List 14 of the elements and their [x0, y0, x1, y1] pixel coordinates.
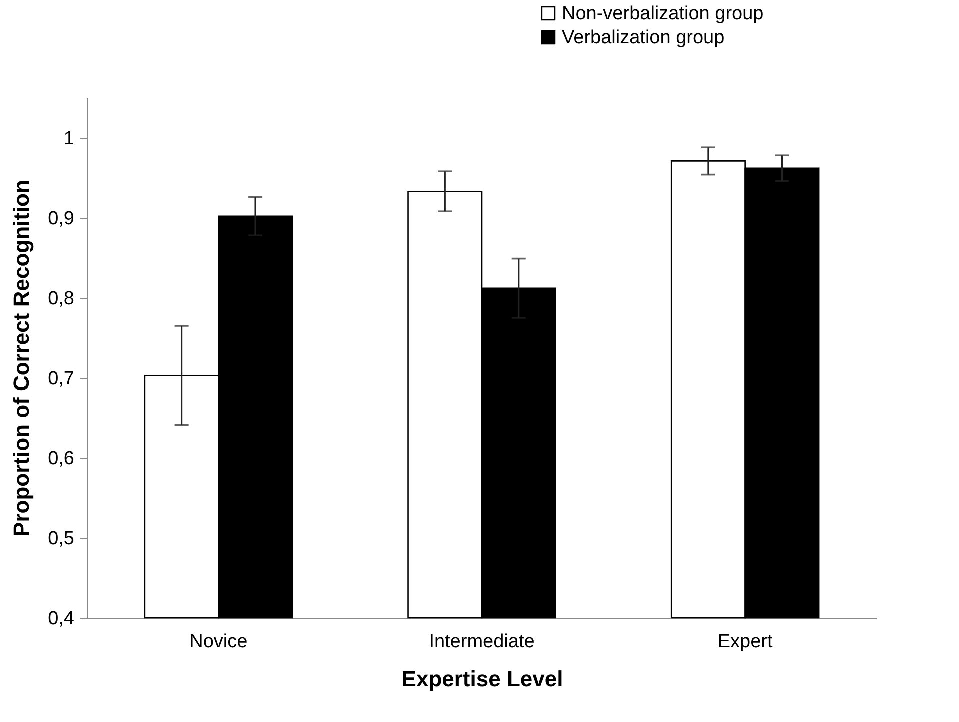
y-tick-label: 0,5: [48, 528, 74, 550]
y-axis-title: Proportion of Correct Recognition: [9, 180, 34, 537]
legend-label: Verbalization group: [562, 28, 725, 48]
x-tick-label: Novice: [190, 632, 248, 652]
x-tick-label: Expert: [718, 632, 774, 652]
y-tick-label: 0,6: [48, 448, 74, 470]
x-axis-title: Expertise Level: [402, 666, 564, 692]
y-tick-label: 0,7: [48, 368, 74, 390]
y-tick-label: 0,9: [48, 208, 74, 230]
y-tick-label: 1: [64, 128, 74, 150]
x-tick-label: Intermediate: [429, 632, 535, 652]
y-tick-label: 0,4: [48, 608, 75, 630]
legend-label: Non-verbalization group: [562, 4, 764, 24]
y-tick-label: 0,8: [48, 288, 74, 310]
